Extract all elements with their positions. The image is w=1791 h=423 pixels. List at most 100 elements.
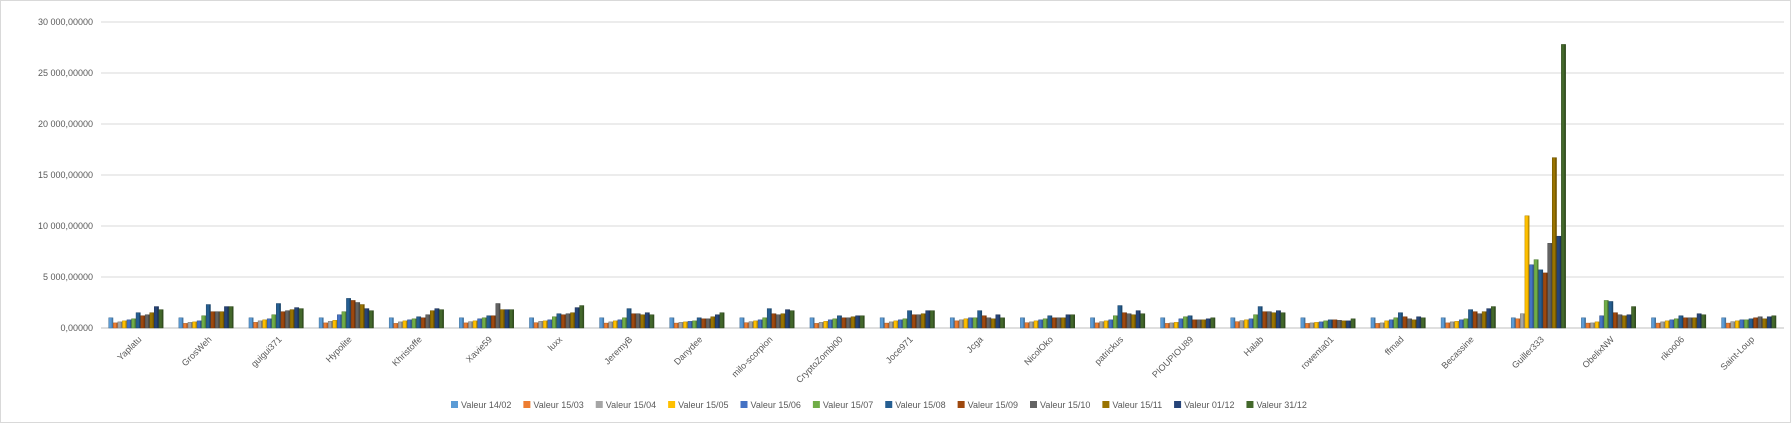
bar-side: [1414, 319, 1417, 328]
bar-side: [924, 313, 926, 328]
bar-side: [181, 317, 184, 328]
bar-side: [611, 321, 614, 328]
bar-side: [578, 307, 580, 328]
legend-swatch: [668, 401, 676, 408]
bar-side: [568, 313, 571, 328]
legend-label: Valeur 01/12: [1184, 400, 1234, 410]
bar-side: [722, 312, 725, 328]
bar-side: [297, 307, 299, 328]
x-category-label: GrosWeh: [180, 334, 214, 368]
bar-side: [401, 321, 403, 328]
bar-side: [222, 311, 225, 328]
bar-side: [700, 317, 702, 328]
bar-side: [1129, 313, 1132, 328]
legend-label: Valeur 14/02: [461, 400, 511, 410]
bar-side: [1588, 323, 1591, 328]
bar-side: [863, 315, 865, 328]
bar-side: [704, 318, 706, 328]
x-category-label: PIOUPIOU89: [1150, 334, 1195, 379]
bar-side: [1475, 311, 1478, 328]
bar-side: [1050, 315, 1053, 328]
bar-side: [442, 309, 444, 328]
bar-side: [344, 311, 347, 328]
bar-side: [1279, 310, 1281, 328]
bar-side: [672, 317, 675, 328]
bar-side: [218, 311, 220, 328]
bar-side: [1401, 312, 1403, 328]
bar-side: [1036, 320, 1039, 328]
bar-side: [340, 314, 342, 328]
x-category-label: Joce971: [884, 334, 915, 365]
bar-side: [1546, 272, 1548, 328]
bar-side: [1125, 312, 1127, 328]
bar-side: [1111, 319, 1114, 328]
bar-side: [466, 322, 469, 328]
bar-side: [1059, 317, 1062, 328]
bar-side: [718, 314, 720, 328]
bar-side: [256, 322, 258, 328]
bar-side: [634, 313, 636, 328]
bar-side: [396, 323, 399, 328]
bar-side: [148, 314, 150, 328]
bar-side: [265, 319, 267, 328]
bar-side: [573, 312, 575, 328]
bar-side: [1733, 321, 1736, 328]
bar-side: [980, 310, 982, 328]
bar-side: [1597, 321, 1600, 328]
bar-side: [1046, 318, 1048, 328]
bar-side: [953, 317, 955, 328]
bar-side: [1392, 319, 1394, 328]
bar-side: [200, 320, 202, 328]
bar-side: [761, 319, 763, 328]
bar-side: [1462, 319, 1464, 328]
bar-side: [1751, 318, 1754, 328]
bar-side: [998, 314, 1001, 328]
bar-side: [1134, 314, 1136, 328]
bar-side: [1373, 317, 1376, 328]
bar-side: [541, 321, 543, 328]
bar-side: [817, 323, 819, 328]
bar-side: [1620, 314, 1623, 328]
bar-side: [844, 317, 847, 328]
legend-label: Valeur 15/03: [533, 400, 583, 410]
x-category-label: Khristoffe: [390, 334, 424, 368]
bar-side: [905, 318, 908, 328]
bar-side: [143, 315, 145, 328]
bar-side: [358, 302, 360, 328]
x-category-label: CryptoZombi00: [794, 334, 845, 385]
bar-side: [639, 313, 641, 328]
legend-swatch: [1174, 401, 1182, 408]
bar-side: [1209, 318, 1211, 328]
bar-side: [1340, 320, 1342, 328]
legend-label: Valeur 15/05: [678, 400, 728, 410]
bar-side: [985, 315, 987, 328]
bar-side: [1541, 269, 1543, 328]
bar-side: [713, 316, 716, 328]
bar-side: [227, 306, 229, 328]
bar-side: [261, 320, 263, 328]
bar-side: [1238, 321, 1240, 328]
bar-side: [975, 317, 978, 328]
bar-side: [1536, 259, 1539, 328]
bar-side: [709, 318, 711, 328]
bar-side: [1093, 317, 1095, 328]
legend-swatch: [1102, 401, 1110, 408]
bar-side: [1317, 322, 1319, 328]
bar-side: [652, 314, 655, 328]
bar-side: [392, 317, 394, 328]
bar-side: [1616, 312, 1618, 328]
bar-side: [546, 320, 548, 328]
y-tick-label: 10 000,00000: [38, 221, 93, 231]
legend-swatch: [523, 401, 531, 408]
bar-side: [1663, 321, 1665, 328]
bar-side: [1761, 316, 1763, 328]
bar-side: [677, 323, 679, 328]
bar-side: [1073, 314, 1075, 328]
bar-side: [1419, 316, 1421, 328]
bar-side: [1607, 300, 1609, 328]
bar-side: [471, 321, 473, 328]
bar-side: [1335, 319, 1338, 328]
legend-label: Valeur 15/08: [895, 400, 945, 410]
bar-side: [485, 317, 487, 328]
